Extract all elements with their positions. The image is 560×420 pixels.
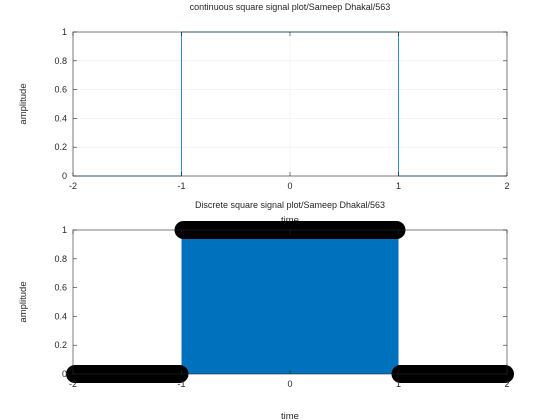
bottom-stems	[181, 230, 399, 374]
x-tick-label: 2	[504, 379, 509, 389]
y-tick-label: 0.6	[54, 85, 67, 95]
top-x-axis-label: time	[281, 215, 299, 226]
y-tick-label: 0.8	[54, 56, 67, 66]
top-axes: -2 -1 0 1 2 0 0.2 0.4 0.6 0.8 1 continuous square …	[18, 2, 510, 226]
y-tick-label: 0.6	[54, 283, 67, 293]
y-tick-label: 0	[62, 171, 67, 181]
x-tick-label: 1	[396, 181, 401, 191]
bottom-axes: -2 -1 0 1 2 0 0.2 0.4 0.6 0.8 1 Discrete square si…	[18, 200, 514, 420]
y-tick-label: 0.4	[54, 113, 67, 123]
bottom-y-axis-label: amplitude	[18, 281, 29, 322]
x-tick-label: 0	[287, 379, 292, 389]
x-tick-label: -1	[177, 379, 185, 389]
y-tick-label: 0.2	[54, 142, 67, 152]
x-tick-label: -2	[69, 379, 77, 389]
y-tick-label: 1	[62, 225, 67, 235]
y-tick-label: 1	[62, 27, 67, 37]
y-tick-label: 0	[62, 369, 67, 379]
x-tick-label: 0	[287, 181, 292, 191]
x-tick-label: -1	[177, 181, 185, 191]
x-tick-label: 1	[396, 379, 401, 389]
x-tick-label: 2	[504, 181, 509, 191]
bottom-chart-title: Discrete square signal plot/Sameep Dhaka…	[195, 200, 385, 210]
top-y-axis-label: amplitude	[18, 83, 29, 124]
bottom-x-axis-label: time	[281, 411, 299, 420]
top-chart-title: continuous square signal plot/Sameep Dha…	[190, 2, 391, 12]
stem-block	[181, 230, 399, 374]
y-tick-label: 0.4	[54, 311, 67, 321]
top-ticks: -2 -1 0 1 2 0 0.2 0.4 0.6 0.8 1	[54, 27, 509, 191]
y-tick-label: 0.8	[54, 254, 67, 264]
bottom-ticks: -2 -1 0 1 2 0 0.2 0.4 0.6 0.8 1	[54, 225, 509, 389]
x-tick-label: -2	[69, 181, 77, 191]
y-tick-label: 0.2	[54, 340, 67, 350]
